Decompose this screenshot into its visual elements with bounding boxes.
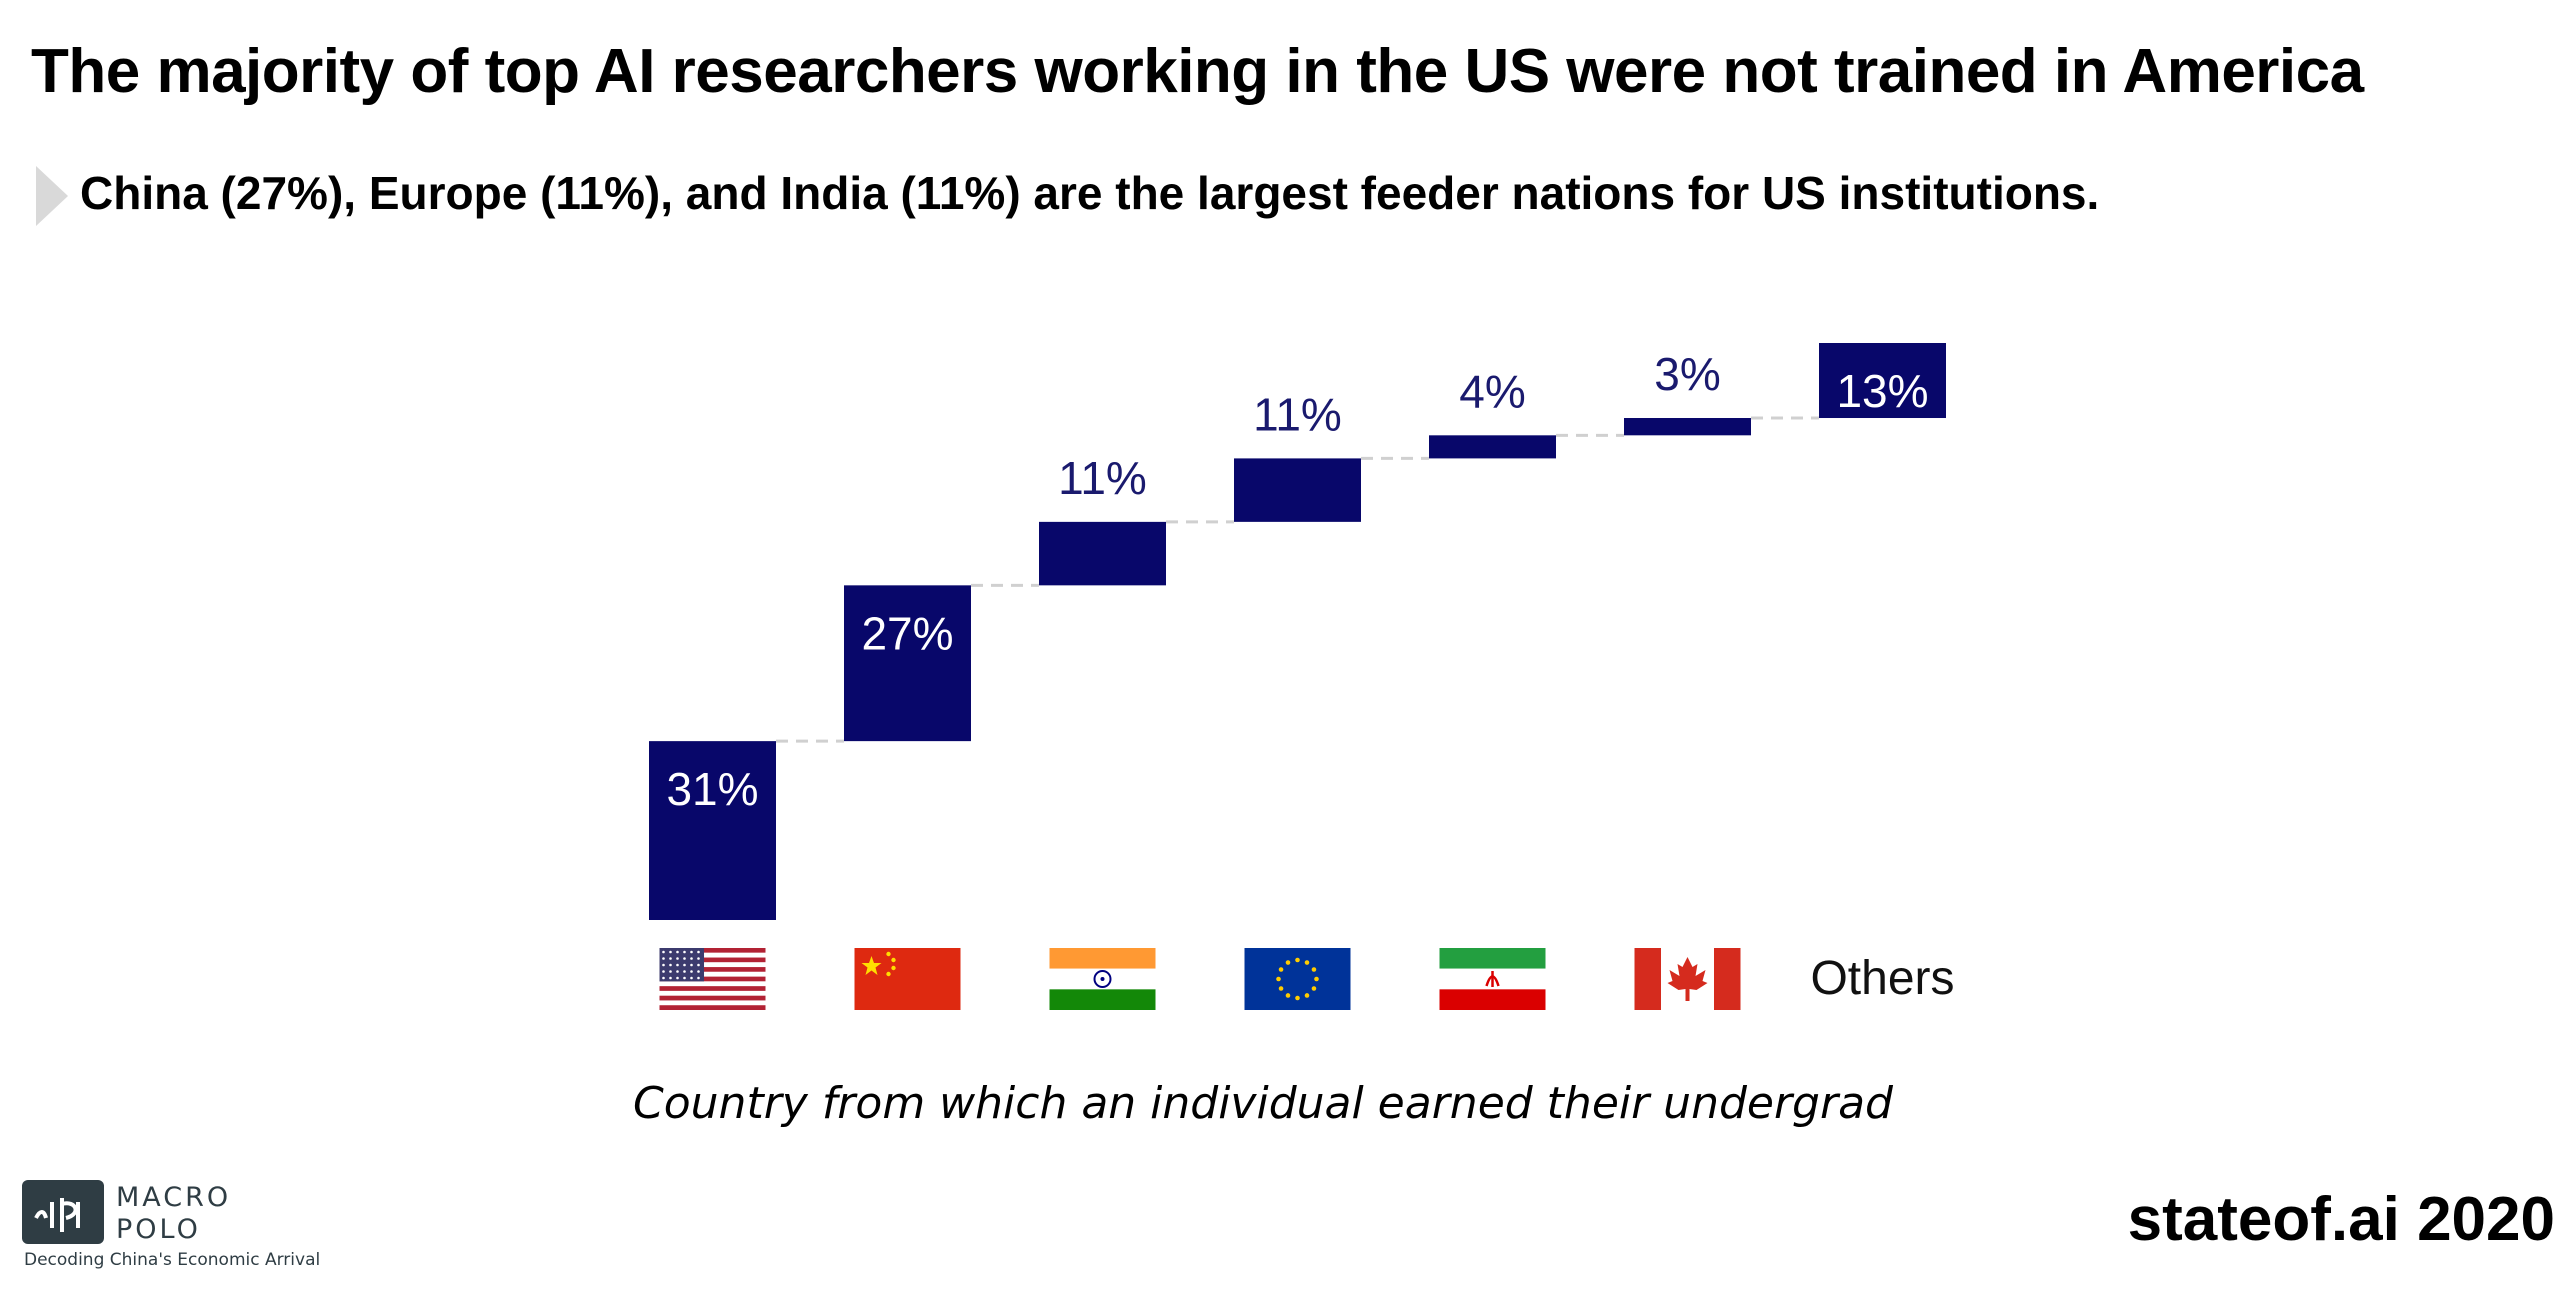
waterfall-bar	[1039, 521, 1166, 586]
eu-flag-icon	[1244, 948, 1351, 1010]
canada-flag-icon	[1634, 948, 1741, 1010]
footer-brand: stateof.ai 2020	[2127, 1185, 2555, 1254]
waterfall-bar	[1624, 418, 1751, 436]
china-flag-icon	[854, 948, 961, 1010]
waterfall-bar	[1429, 435, 1556, 459]
bar-value-label: 11%	[1253, 388, 1342, 440]
bar-value-label: 4%	[1459, 365, 1525, 417]
logo-line1: MACRO	[116, 1182, 232, 1213]
bar-value-label: 27%	[861, 607, 953, 659]
us-flag-icon	[659, 948, 766, 1010]
bar-value-label: 13%	[1836, 365, 1928, 417]
india-flag-icon	[1049, 948, 1156, 1010]
slide-title: The majority of top AI researchers worki…	[31, 37, 2364, 106]
slide-subtitle: China (27%), Europe (11%), and India (11…	[80, 167, 2100, 219]
logo-line2: POLO	[116, 1214, 201, 1245]
x-axis-label: Country from which an individual earned …	[633, 1078, 1893, 1129]
bar-value-label: 11%	[1058, 452, 1147, 504]
bar-value-label: 31%	[666, 763, 758, 815]
iran-flag-icon	[1439, 948, 1546, 1010]
bar-value-label: 3%	[1654, 348, 1720, 400]
subtitle-arrow-icon	[36, 166, 68, 226]
macro-polo-logo: MACRO POLO Decoding China's Economic Arr…	[22, 1180, 322, 1270]
waterfall-bar	[1234, 458, 1361, 522]
x-tick-label: Others	[1810, 952, 1954, 1005]
waterfall-bar	[1819, 343, 1946, 419]
macro-polo-logo-icon	[22, 1180, 104, 1244]
waterfall-bar	[649, 741, 776, 920]
waterfall-bar	[844, 585, 971, 742]
logo-tagline: Decoding China's Economic Arrival	[24, 1250, 321, 1270]
